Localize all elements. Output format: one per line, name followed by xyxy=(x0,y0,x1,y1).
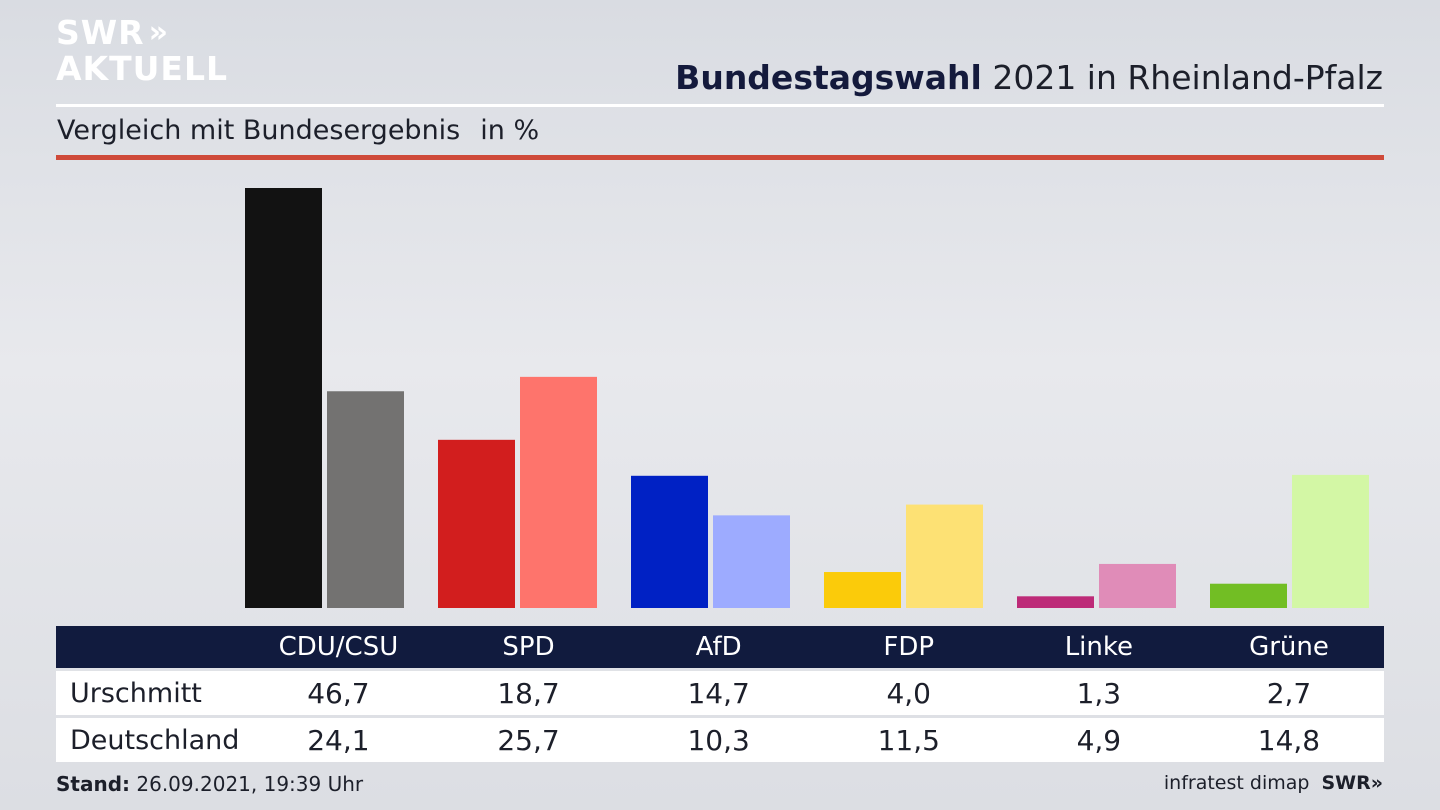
party-header: CDU/CSU xyxy=(278,632,399,662)
party-header: FDP xyxy=(883,632,935,662)
bar-linke-deutschland xyxy=(1099,563,1176,608)
table-row: Deutschland 24,1 25,7 10,3 11,5 4,9 14,8 xyxy=(56,718,1384,762)
party-header: Grüne xyxy=(1249,632,1329,662)
logo-arrows-icon: » xyxy=(148,14,169,50)
logo-aktuell-text: AKTUELL xyxy=(56,49,229,88)
table-cell: 4,9 xyxy=(1076,723,1122,757)
title-bold: Bundestagswahl xyxy=(675,58,982,97)
bar-spd-deutschland xyxy=(520,376,597,608)
bar-afd-deutschland xyxy=(713,515,790,608)
bar-cdu-csu-deutschland xyxy=(327,391,404,608)
bar-grüne-deutschland xyxy=(1292,474,1369,608)
bar-fdp-deutschland xyxy=(906,504,983,608)
bar-afd-urschmitt xyxy=(631,475,708,608)
stand-value: 26.09.2021, 19:39 Uhr xyxy=(136,772,364,796)
table-cell: 25,7 xyxy=(497,723,560,757)
unit-label: in % xyxy=(480,115,540,146)
party-header: SPD xyxy=(502,632,555,662)
bar-chart xyxy=(245,188,1369,608)
bar-linke-urschmitt xyxy=(1017,596,1094,608)
party-header: AfD xyxy=(695,632,742,662)
table-header-row: CDU/CSU SPD AfD FDP Linke Grüne xyxy=(56,626,1384,668)
bar-spd-urschmitt xyxy=(438,439,515,608)
table-cell: 1,3 xyxy=(1076,676,1122,710)
row-label: Deutschland xyxy=(70,724,240,756)
table-cell: 4,0 xyxy=(886,676,931,710)
bar-grüne-urschmitt xyxy=(1210,583,1287,608)
title-rest: 2021 in Rheinland-Pfalz xyxy=(992,58,1383,97)
chart-subtitle: Vergleich mit Bundesergebnis in % xyxy=(57,115,539,146)
chart-title: Bundestagswahl 2021 in Rheinland-Pfalz xyxy=(675,58,1383,97)
accent-divider xyxy=(56,155,1384,160)
table-cell: 18,7 xyxy=(497,676,560,710)
title-divider xyxy=(56,104,1384,107)
stand-label: Stand: xyxy=(56,772,131,796)
table-cell: 24,1 xyxy=(307,723,370,757)
timestamp: Stand: 26.09.2021, 19:39 Uhr xyxy=(56,772,363,796)
table-row: Urschmitt 46,7 18,7 14,7 4,0 1,3 2,7 xyxy=(56,671,1384,715)
logo-swr-text: SWR xyxy=(56,13,145,52)
table-cell: 11,5 xyxy=(877,723,940,757)
table-cell: 14,7 xyxy=(687,676,750,710)
brand-mark: SWR» xyxy=(1321,772,1383,794)
source-text: infratest dimap xyxy=(1163,772,1310,794)
brand-text: SWR xyxy=(1321,772,1371,794)
source-credit: infratest dimap SWR» xyxy=(1164,772,1383,794)
table-cell: 2,7 xyxy=(1266,676,1312,710)
swr-aktuell-logo: SWR» AKTUELL xyxy=(56,16,228,85)
table-cell: 14,8 xyxy=(1257,723,1321,757)
table-cell: 10,3 xyxy=(687,723,750,757)
bar-cdu-csu-urschmitt xyxy=(245,188,322,608)
row-label: Urschmitt xyxy=(70,677,202,709)
subtitle-text: Vergleich mit Bundesergebnis xyxy=(57,115,461,146)
results-table: CDU/CSU SPD AfD FDP Linke Grüne Urschmit… xyxy=(56,626,1384,762)
party-header: Linke xyxy=(1064,632,1134,662)
table-cell: 46,7 xyxy=(307,676,370,710)
bar-fdp-urschmitt xyxy=(824,572,901,608)
